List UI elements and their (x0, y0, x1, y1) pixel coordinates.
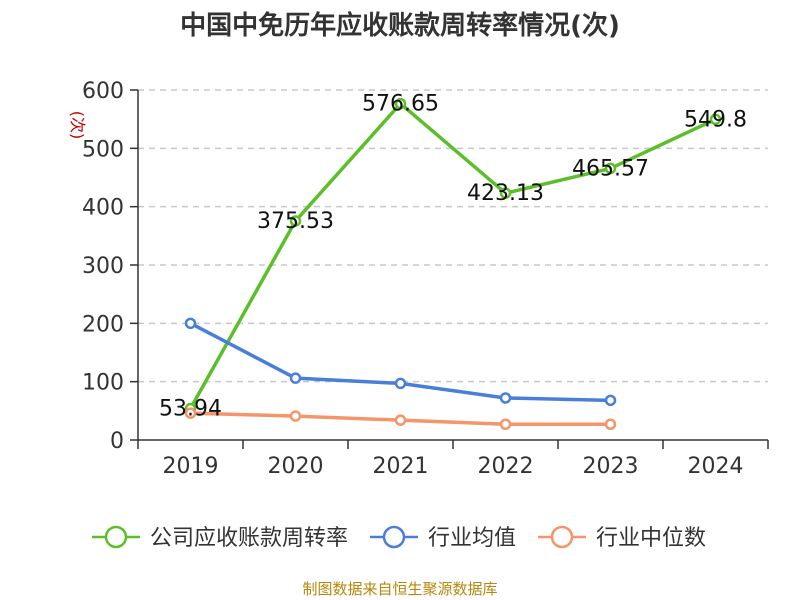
data-point (709, 113, 722, 126)
data-point (289, 215, 302, 227)
series-group (184, 407, 617, 430)
legend-item[interactable]: 公司应收账款周转率 (92, 525, 348, 551)
data-label: 53.94 (159, 397, 222, 422)
y-axis-label: (次) (68, 111, 87, 140)
y-tick-label: 200 (82, 312, 124, 337)
data-point (604, 162, 617, 175)
y-tick-label: 600 (82, 79, 124, 104)
x-tick-label: 2024 (688, 454, 744, 479)
source-note: 制图数据来自恒生聚源数据库 (302, 580, 497, 598)
legend-label: 公司应收账款周转率 (150, 526, 348, 551)
series-lines (184, 97, 722, 430)
data-point (499, 187, 512, 199)
series-line (188, 101, 718, 411)
y-tick-label: 500 (82, 137, 124, 162)
data-point (604, 418, 617, 430)
x-tick-label: 2023 (583, 454, 639, 479)
x-tick-label: 2019 (163, 454, 219, 479)
data-point (499, 392, 512, 404)
y-tick-label: 400 (82, 196, 124, 221)
grid-lines (138, 89, 768, 383)
y-tick-label: 300 (82, 254, 124, 279)
legend-label: 行业中位数 (596, 526, 706, 551)
legend-label: 行业均值 (428, 526, 516, 551)
legend-item[interactable]: 行业均值 (370, 525, 516, 551)
legend-item[interactable]: 行业中位数 (538, 525, 706, 551)
series-group (184, 317, 617, 407)
x-tick-label: 2020 (268, 454, 324, 479)
y-tick-label: 0 (110, 429, 124, 454)
data-labels: 53.94 375.53 576.65 423.13 465.57 549.8 (159, 92, 747, 422)
y-tick-label: 100 (82, 371, 124, 396)
data-point (394, 414, 407, 426)
data-point (604, 394, 617, 407)
legend-swatch-marker (382, 525, 406, 549)
data-point (394, 377, 407, 390)
data-label: 423.13 (467, 181, 544, 206)
data-point (184, 407, 197, 419)
data-point (289, 410, 302, 422)
series-group (184, 97, 722, 415)
data-label: 576.65 (362, 92, 439, 117)
data-point (394, 97, 407, 110)
data-label: 375.53 (257, 209, 334, 234)
legend: 公司应收账款周转率 行业均值 行业中位数 (92, 525, 706, 551)
x-tick-label: 2022 (478, 454, 534, 479)
chart-title: 中国中免历年应收账款周转率情况(次) (180, 10, 620, 41)
legend-swatch-marker (104, 525, 128, 549)
x-tick-label: 2021 (373, 454, 429, 479)
axes: 0 100 200 300 400 500 600 2019 2020 2021 2022 2023 2… (82, 79, 769, 479)
data-point (184, 317, 197, 330)
legend-swatch-marker (550, 525, 574, 549)
data-label: 465.57 (572, 156, 649, 181)
data-point (289, 372, 302, 384)
data-point (499, 418, 512, 430)
data-label: 549.8 (684, 107, 747, 132)
